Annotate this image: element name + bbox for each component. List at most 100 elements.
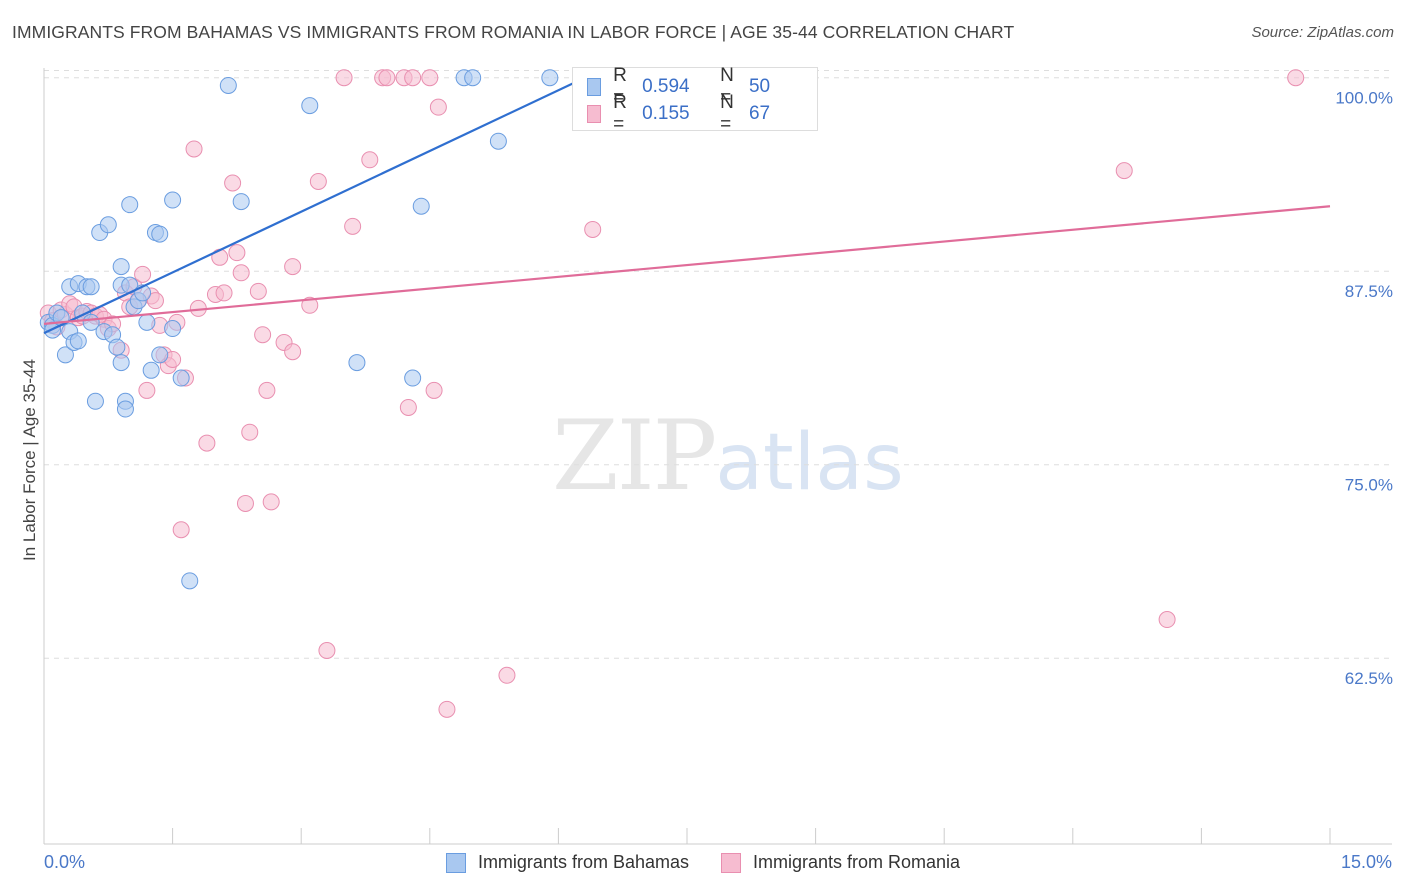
x-tick-label-min: 0.0%	[44, 852, 86, 872]
romania-point	[1158, 611, 1176, 629]
romania-point	[498, 666, 516, 684]
romania-point	[236, 494, 254, 512]
romania-point	[404, 69, 422, 87]
bahamas-point	[99, 216, 117, 234]
bahamas-point	[164, 320, 182, 338]
romania-point	[284, 343, 302, 361]
grid-lines	[44, 70, 1392, 659]
bahamas-swatch	[587, 78, 602, 96]
bahamas-point	[232, 193, 250, 211]
bahamas-legend-swatch	[445, 852, 466, 873]
bahamas-point	[301, 97, 319, 115]
romania-point	[254, 326, 272, 344]
bahamas-point	[151, 346, 169, 364]
r-value: 0.155	[642, 103, 690, 124]
bahamas-point	[181, 572, 199, 590]
bahamas-point	[348, 354, 366, 372]
romania-point	[198, 434, 216, 452]
romania-point	[438, 700, 456, 718]
romania-point	[378, 69, 396, 87]
n-label: N =	[720, 65, 734, 108]
bahamas-point	[404, 369, 422, 387]
bahamas-point	[138, 313, 156, 331]
r-label: R =	[613, 92, 627, 135]
romania-point	[146, 292, 164, 310]
romania-point	[249, 282, 267, 300]
axes	[43, 68, 1392, 845]
bahamas-point	[412, 197, 430, 215]
bahamas-point	[151, 225, 169, 243]
romania-point	[258, 381, 276, 399]
romania-point	[421, 69, 439, 87]
bahamas-point	[142, 361, 160, 379]
romania-point	[584, 220, 602, 238]
stats-row-bahamas: R = 0.594 N = 50	[587, 65, 817, 108]
r-label: R =	[613, 65, 627, 108]
romania-swatch	[587, 105, 602, 123]
romania-legend-swatch	[721, 852, 741, 873]
bahamas-point	[164, 191, 182, 209]
romania-point	[309, 172, 327, 190]
watermark-zip: ZIP	[552, 400, 717, 512]
bahamas-point	[112, 258, 130, 276]
x-tick-label-max: 15.0%	[1340, 852, 1392, 872]
bahamas-point	[219, 76, 237, 94]
y-tick-label: 62.5%	[1345, 669, 1393, 688]
romania-points	[39, 69, 1305, 718]
romania-point	[335, 69, 353, 87]
n-value: 67	[748, 103, 771, 124]
legend-item-romania[interactable]: Immigrants from Romania	[721, 852, 960, 873]
n-label: N =	[720, 92, 734, 135]
romania-point	[232, 264, 250, 282]
bahamas-point	[464, 69, 482, 87]
romania-point	[318, 642, 336, 659]
romania-point	[224, 174, 242, 192]
r-value: 0.594	[642, 76, 690, 97]
bahamas-point	[116, 400, 134, 418]
source-credit: Source: ZipAtlas.com	[1251, 24, 1394, 41]
chart-title: IMMIGRANTS FROM BAHAMAS VS IMMIGRANTS FR…	[12, 22, 1015, 42]
stats-row-romania: R = 0.155 N = 67	[587, 92, 817, 135]
legend-item-bahamas[interactable]: Immigrants from Bahamas	[445, 852, 689, 873]
bahamas-point	[108, 338, 126, 356]
y-tick-label: 100.0%	[1335, 89, 1393, 108]
bahamas-point	[69, 332, 87, 350]
series-legend: Immigrants from Bahamas Immigrants from …	[0, 852, 1406, 873]
romania-point	[399, 398, 417, 416]
y-tick-labels: 62.5% 75.0% 87.5% 100.0%	[1335, 89, 1393, 688]
legend-label-romania: Immigrants from Romania	[753, 852, 961, 872]
romania-point	[1115, 162, 1133, 180]
romania-point	[262, 493, 280, 511]
romania-point	[228, 244, 246, 262]
romania-point	[361, 151, 379, 169]
n-value: 50	[748, 76, 771, 97]
bahamas-point	[121, 196, 139, 214]
bahamas-trend-line	[43, 69, 602, 335]
romania-point	[425, 381, 443, 399]
romania-point	[172, 521, 190, 539]
romania-point	[215, 284, 233, 302]
romania-point	[185, 140, 203, 158]
romania-point	[284, 258, 302, 276]
trend-lines	[43, 69, 1331, 335]
romania-point	[344, 217, 362, 235]
romania-point	[138, 381, 156, 399]
watermark: ZIPatlas	[552, 400, 904, 512]
bahamas-point	[489, 132, 507, 150]
bahamas-point	[56, 346, 74, 364]
romania-point	[241, 423, 259, 441]
bahamas-point	[86, 392, 104, 410]
bahamas-point	[112, 354, 130, 372]
romania-point	[134, 265, 152, 283]
y-tick-label: 87.5%	[1345, 282, 1393, 301]
romania-point	[1287, 69, 1305, 87]
bahamas-point	[82, 278, 100, 296]
legend-label-bahamas: Immigrants from Bahamas	[477, 852, 689, 872]
bahamas-point	[172, 369, 190, 387]
romania-point	[301, 296, 319, 314]
bahamas-points	[39, 69, 559, 590]
stats-legend: R = 0.594 N = 50 R = 0.155 N = 67	[572, 65, 818, 135]
watermark-atlas: atlas	[715, 418, 904, 508]
bahamas-point	[541, 69, 559, 87]
